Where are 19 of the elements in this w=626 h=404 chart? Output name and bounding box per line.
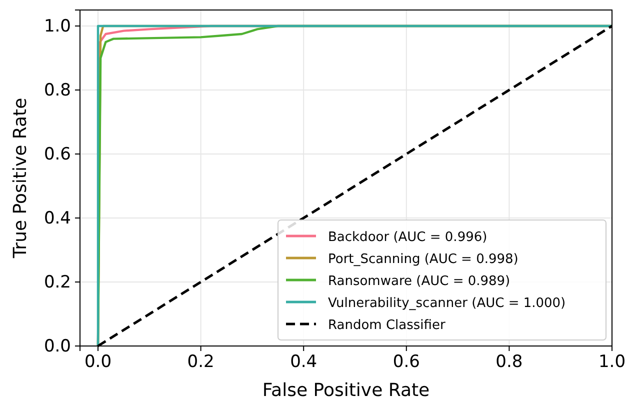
x-axis-title: False Positive Rate [262, 380, 430, 401]
legend-label: Backdoor (AUC = 0.996) [328, 230, 488, 245]
legend-label: Vulnerability_scanner (AUC = 1.000) [328, 296, 566, 311]
y-tick-label: 0.6 [44, 144, 71, 164]
x-tick-label: 0.6 [392, 352, 420, 372]
legend-label: Port_Scanning (AUC = 0.998) [328, 252, 518, 267]
legend-label: Random Classifier [328, 318, 446, 333]
y-tick-label: 1.0 [44, 16, 71, 36]
y-tick-label: 0.4 [44, 208, 71, 228]
y-tick-label: 0.8 [44, 80, 71, 100]
y-tick-label: 0.0 [44, 336, 71, 356]
x-tick-label: 0.0 [84, 352, 112, 372]
x-tick-label: 0.2 [187, 352, 214, 372]
y-axis-title: True Positive Rate [10, 98, 31, 260]
x-tick-label: 0.8 [496, 352, 523, 372]
y-tick-label: 0.2 [44, 272, 71, 292]
x-tick-label: 1.0 [598, 352, 626, 372]
legend-label: Ransomware (AUC = 0.989) [328, 274, 510, 289]
x-tick-label: 0.4 [290, 352, 318, 372]
